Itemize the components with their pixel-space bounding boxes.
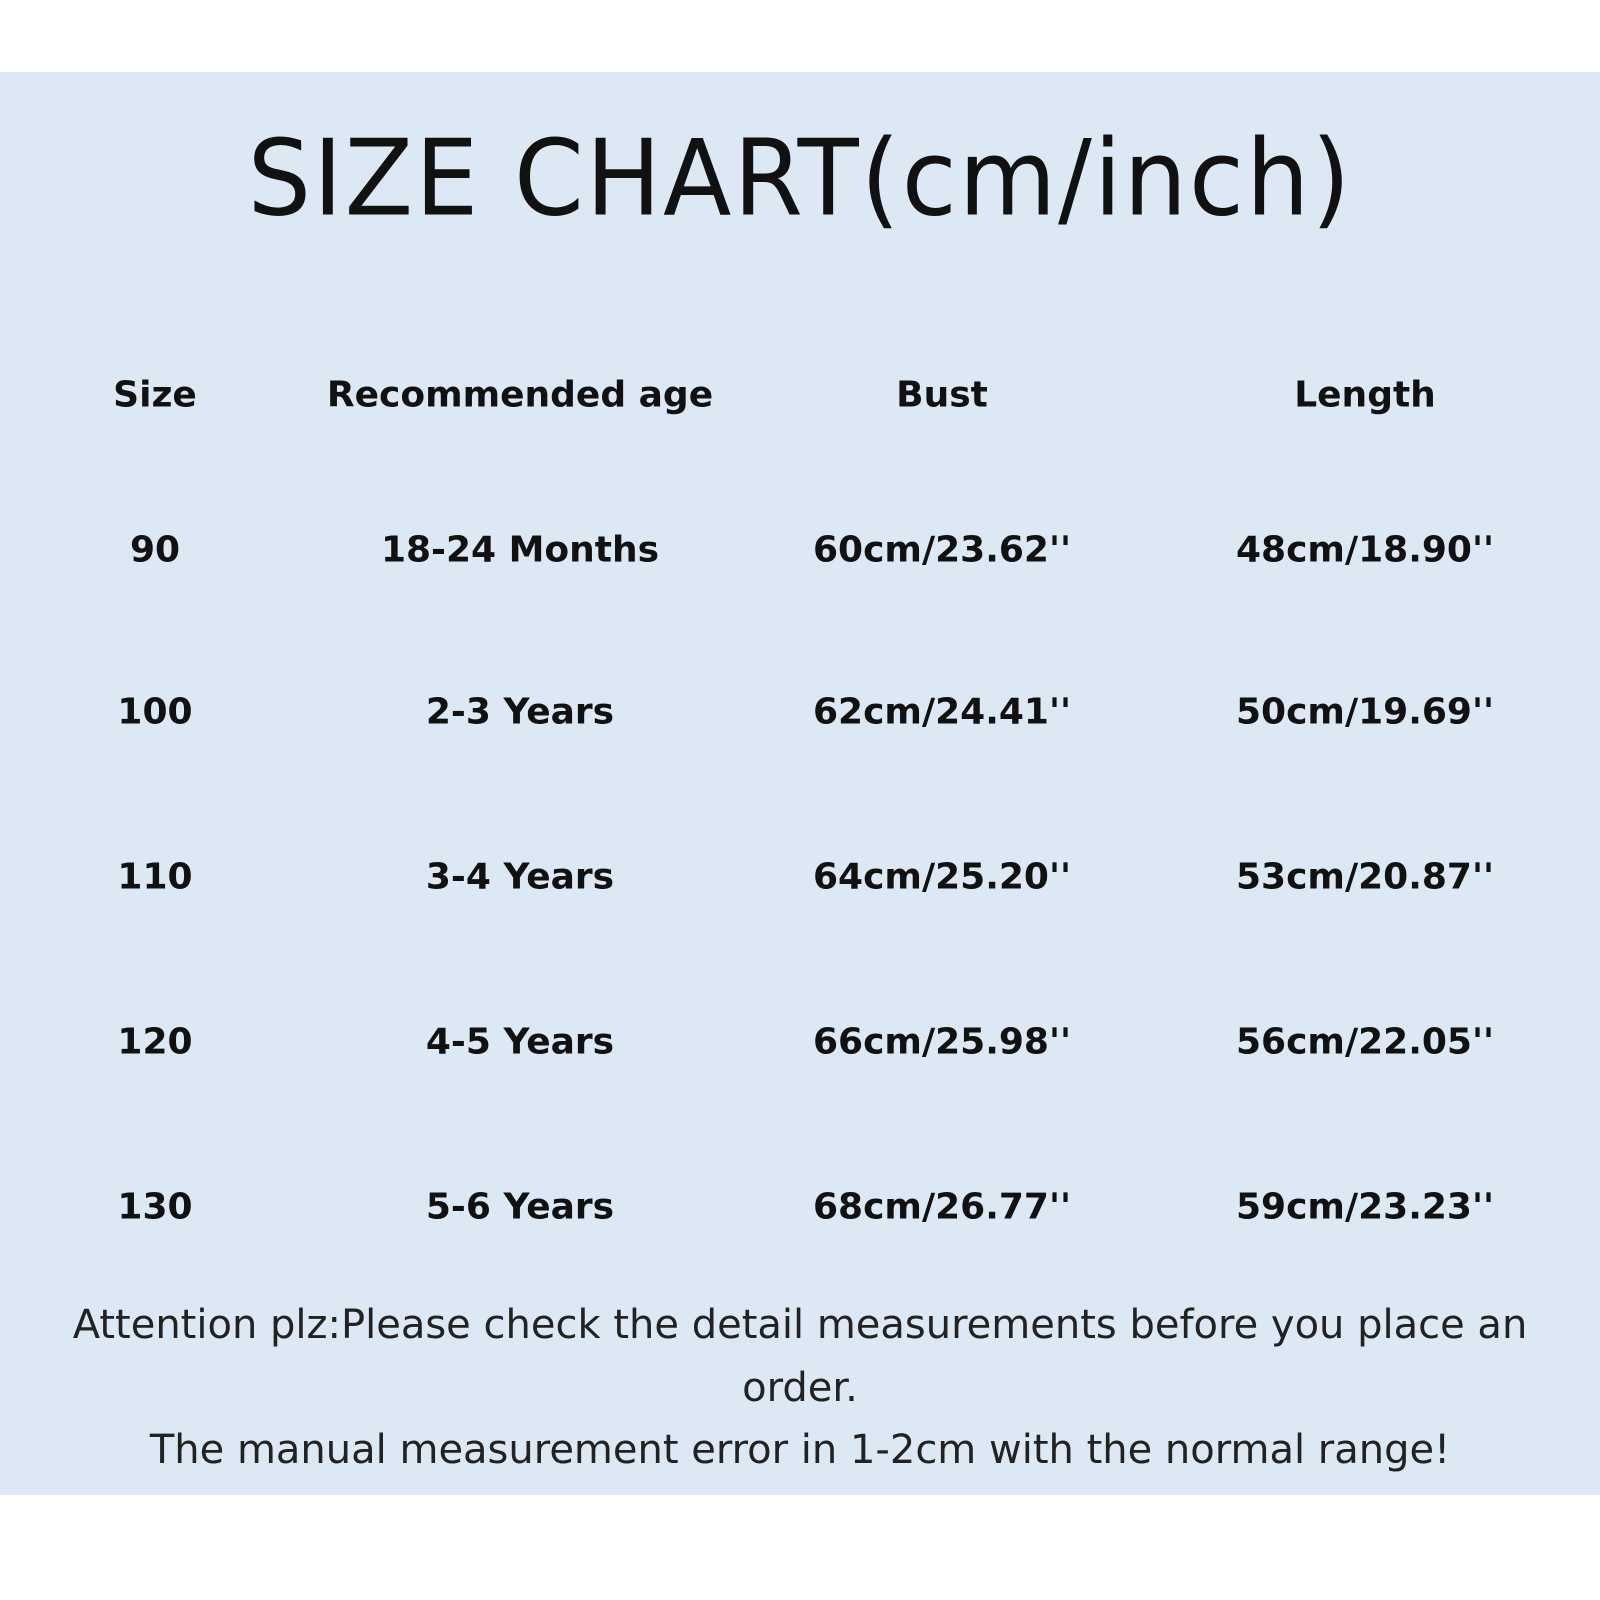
header-size: Size [113,374,197,416]
cell-bust: 66cm/25.98'' [812,1021,1072,1063]
cell-age: 4-5 Years [425,1021,615,1063]
cell-bust: 68cm/26.77'' [812,1186,1072,1228]
cell-size: 130 [117,1186,193,1228]
cell-age: 5-6 Years [425,1186,615,1228]
cell-age: 3-4 Years [425,856,615,898]
cell-size: 90 [129,529,181,571]
cell-size: 100 [117,691,193,733]
header-bust: Bust [896,374,988,416]
cell-bust: 64cm/25.20'' [812,856,1072,898]
cell-age: 2-3 Years [425,691,615,733]
footer-line-1: Attention plz:Please check the detail me… [72,1302,1528,1348]
footer-line-2: order. [742,1365,858,1411]
cell-length: 53cm/20.87'' [1235,856,1495,898]
size-chart-panel [0,72,1600,1495]
cell-length: 50cm/19.69'' [1235,691,1495,733]
cell-length: 56cm/22.05'' [1235,1021,1495,1063]
cell-size: 120 [117,1021,193,1063]
cell-size: 110 [117,856,193,898]
cell-bust: 60cm/23.62'' [812,529,1072,571]
header-age: Recommended age [326,374,714,416]
cell-age: 18-24 Months [380,529,660,571]
cell-length: 48cm/18.90'' [1235,529,1495,571]
header-length: Length [1294,374,1436,416]
cell-bust: 62cm/24.41'' [812,691,1072,733]
page-title: SIZE CHART(cm/inch) [247,117,1353,240]
footer-line-3: The manual measurement error in 1-2cm wi… [149,1427,1451,1473]
cell-length: 59cm/23.23'' [1235,1186,1495,1228]
